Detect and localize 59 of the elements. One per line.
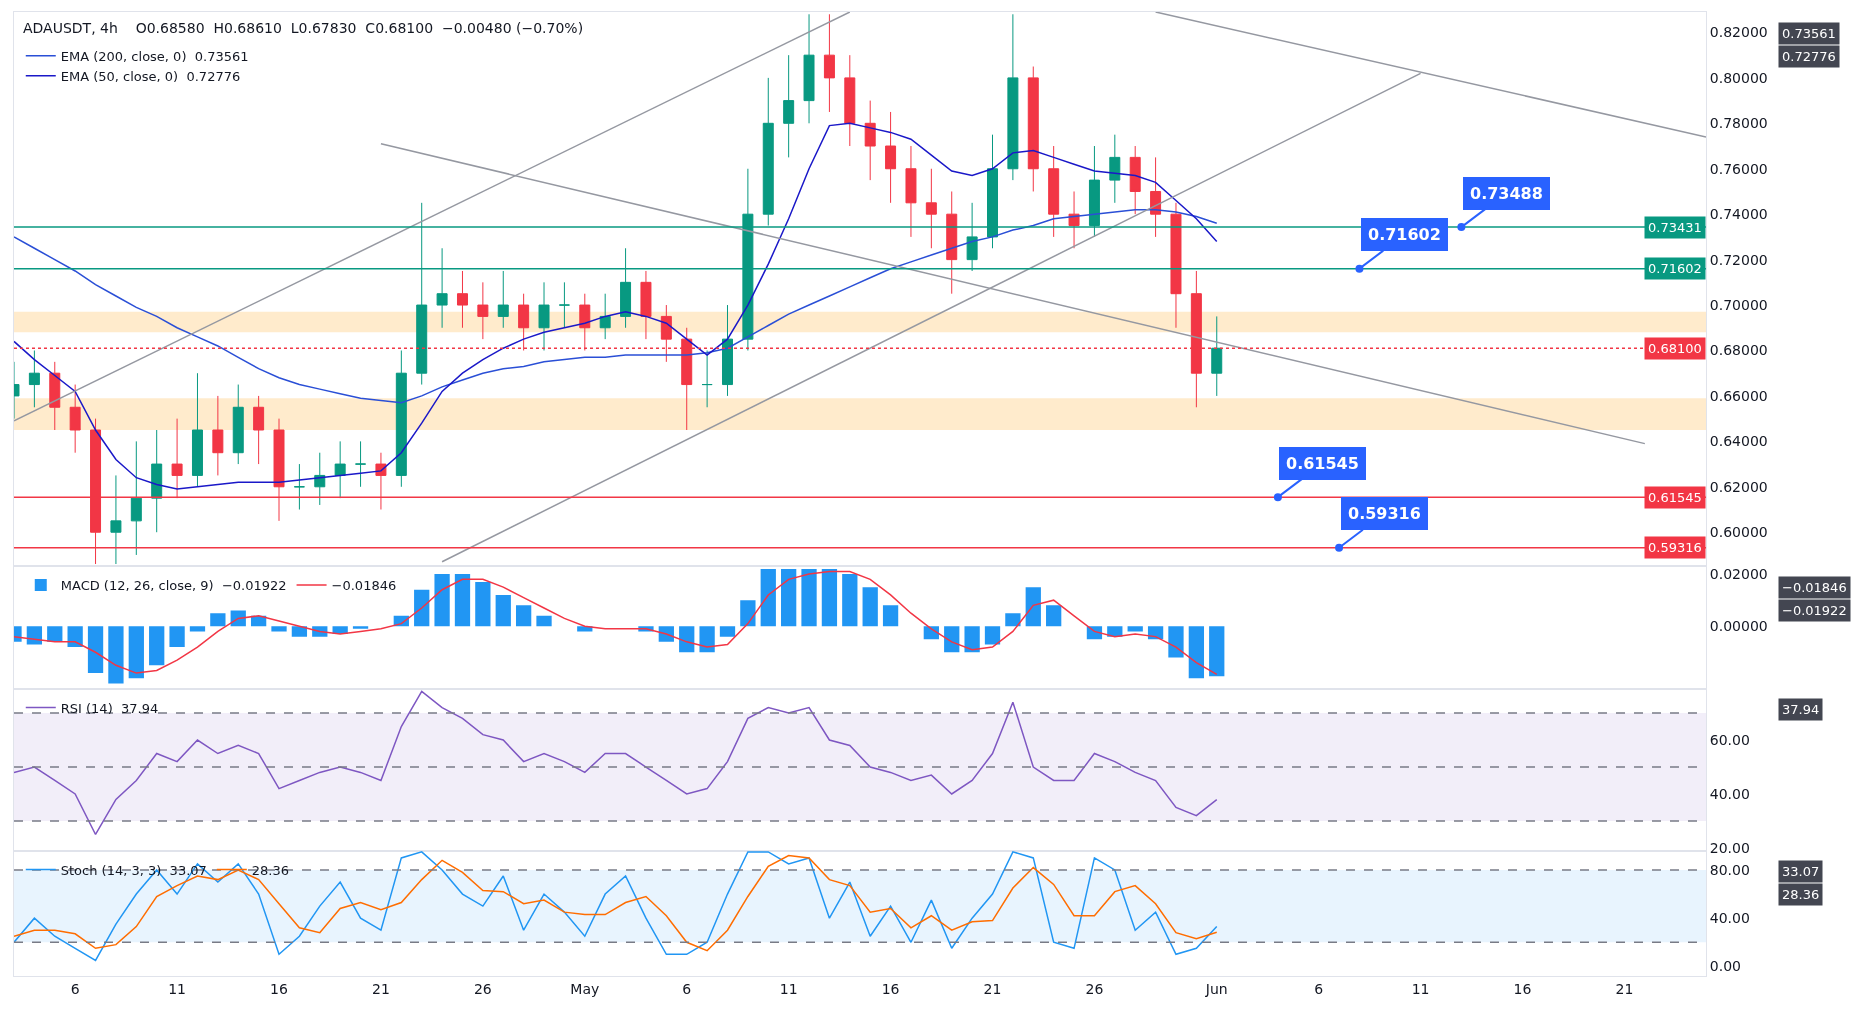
text: 33.07 [1782,864,1820,879]
x-tick-label: Jun [1204,980,1228,997]
y-tick-label: 0.76000 [1709,160,1768,177]
y-tick-label: 0.78000 [1709,115,1768,132]
legend-label: MACD (12, 26, close, 9) −0.01922 [60,578,287,594]
text: −0.01922 [1782,603,1847,618]
ref-line-label: 0.71602 [1648,261,1702,276]
x-tick-label: 21 [1615,980,1634,997]
x-tick-label: 6 [1314,980,1324,997]
x-tick-label: 6 [70,980,80,997]
x-tick-label: 16 [881,980,900,997]
y-tick-label: 40.00 [1709,910,1750,927]
chart-title: ADAUSDT, 4h O0.68580 H0.68610 L0.67830 C0.68100 −0.00480 (−0.70%) [23,20,584,36]
y-tick-label: 20.00 [1709,839,1750,856]
legend-label: −0.01846 [331,578,397,594]
legend-label: EMA (200, close, 0) 0.73561 [60,48,249,64]
y-tick-label: 0.82000 [1709,24,1768,41]
y-tick-label: 40.00 [1709,785,1750,802]
y-tick-label: 0.80000 [1709,69,1768,86]
legend-label: 28.36 [251,862,290,878]
y-tick-label: 0.66000 [1709,387,1768,404]
legend-label: RSI (14) 37.94 [60,700,159,716]
text: 0.73561 [1782,26,1836,41]
y-tick-label: 0.68000 [1709,342,1768,359]
annotation: 0.73488 [1470,184,1543,203]
text: 37.94 [1782,702,1820,717]
y-tick-label: 0.00 [1709,958,1741,975]
x-tick-label: 11 [779,980,798,997]
x-tick-label: 21 [983,980,1002,997]
y-tick-label: 0.60000 [1709,524,1768,541]
x-tick-label: 26 [473,980,492,997]
x-tick-label: 6 [682,980,692,997]
y-tick-label: 60.00 [1709,731,1750,748]
x-tick-label: 16 [1513,980,1532,997]
ref-line-label: 0.68100 [1648,341,1702,356]
x-tick-label: 11 [168,980,186,997]
x-tick-label: 11 [1411,980,1430,997]
y-tick-label: 0.02000 [1709,566,1768,583]
x-tick-label: 26 [1085,980,1104,997]
ref-line-label: 0.73431 [1648,220,1702,235]
x-tick-label: May [570,980,600,997]
ref-line-label: 0.61545 [1648,490,1702,505]
y-tick-label: 0.64000 [1709,433,1768,450]
text: 28.36 [1782,887,1820,902]
y-tick-label: 0.00000 [1709,618,1768,635]
y-tick-label: 80.00 [1709,861,1750,878]
y-tick-label: 0.74000 [1709,206,1768,223]
x-tick-label: 21 [372,980,390,997]
legend-label: EMA (50, close, 0) 0.72776 [60,68,241,84]
ref-line-label: 0.59316 [1648,540,1702,555]
y-tick-label: 0.72000 [1709,251,1768,268]
text: 0.72776 [1782,49,1836,64]
y-tick-label: 0.70000 [1709,296,1768,313]
text: −0.01846 [1782,580,1847,595]
annotation: 0.71602 [1368,225,1441,244]
x-tick-label: 16 [270,980,288,997]
annotation: 0.59316 [1348,504,1421,523]
annotation: 0.61545 [1286,454,1359,473]
y-tick-label: 0.62000 [1709,478,1768,495]
